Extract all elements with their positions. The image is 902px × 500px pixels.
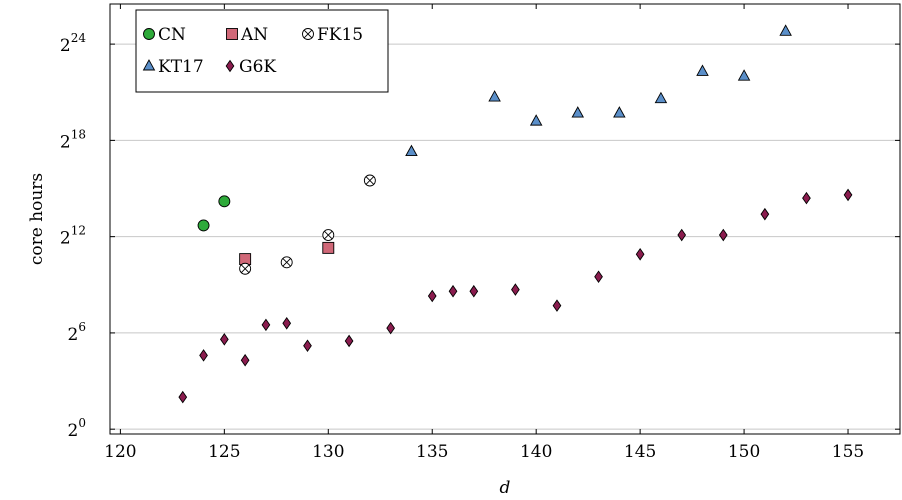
data-point-g6k <box>199 349 208 362</box>
data-point-g6k <box>594 270 603 284</box>
legend-marker-an <box>226 28 238 40</box>
data-point-kt17 <box>737 69 751 81</box>
y-tick-label: 20 <box>68 416 86 441</box>
y-tick-label: 26 <box>68 320 86 345</box>
data-point-fk15 <box>239 262 252 275</box>
data-point-g6k <box>843 188 853 202</box>
legend-marker-fk15 <box>302 28 314 40</box>
data-point-g6k <box>677 228 687 242</box>
y-tick-label: 218 <box>60 127 86 152</box>
data-point-kt17 <box>613 106 626 118</box>
x-tick-label: 140 <box>520 442 552 462</box>
data-point-g6k <box>448 284 458 298</box>
data-point-g6k <box>760 207 770 221</box>
legend-label-an: AN <box>240 25 268 45</box>
y-tick-base: 2 <box>68 325 79 345</box>
data-point-kt17 <box>405 144 418 157</box>
y-tick-exponent: 24 <box>71 31 87 45</box>
series-kt17 <box>405 24 792 157</box>
data-point-g6k <box>718 228 728 242</box>
legend-item-kt17: KT17 <box>142 57 204 77</box>
x-tick-label: 120 <box>104 442 136 462</box>
x-tick-label: 145 <box>624 442 656 462</box>
y-tick-base: 2 <box>68 421 79 441</box>
data-point-fk15 <box>322 229 335 241</box>
legend-label-g6k: G6K <box>239 57 276 77</box>
y-tick-label: 224 <box>60 31 86 56</box>
data-point-g6k <box>427 289 437 303</box>
legend-marker-g6k <box>225 59 235 73</box>
x-tick-label: 155 <box>832 442 864 462</box>
y-tick-exponent: 0 <box>78 416 86 430</box>
data-point-cn <box>197 219 210 232</box>
data-point-g6k <box>178 390 188 404</box>
legend-item-an: AN <box>226 25 268 45</box>
series-fk15 <box>239 174 376 275</box>
data-point-g6k <box>386 321 396 335</box>
data-point-kt17 <box>779 24 792 36</box>
x-axis-label: d <box>500 478 511 498</box>
legend-item-cn: CN <box>143 25 186 45</box>
data-point-kt17 <box>571 106 585 118</box>
legend-item-g6k: G6K <box>225 57 276 77</box>
data-point-cn <box>218 195 231 208</box>
legend-marker-cn <box>143 28 155 40</box>
legend-marker-kt17 <box>142 59 156 71</box>
x-tick-label: 135 <box>416 442 448 462</box>
data-point-g6k <box>469 284 479 298</box>
data-point-g6k <box>635 248 645 261</box>
data-point-g6k <box>511 283 520 296</box>
data-point-kt17 <box>654 91 668 104</box>
grid-lines <box>110 43 900 430</box>
data-points <box>178 24 853 404</box>
data-point-g6k <box>219 333 229 346</box>
data-point-fk15 <box>280 256 293 269</box>
y-tick-exponent: 18 <box>71 127 86 141</box>
data-point-an <box>322 241 335 254</box>
data-point-kt17 <box>696 64 709 76</box>
data-point-g6k <box>261 318 271 332</box>
data-point-g6k <box>344 334 354 348</box>
data-point-g6k <box>802 191 811 205</box>
y-tick-exponent: 6 <box>78 320 86 334</box>
x-tick-label: 125 <box>208 442 240 462</box>
legend-box <box>135 9 389 93</box>
y-tick-base: 2 <box>60 36 71 56</box>
plot-area <box>109 3 901 435</box>
data-point-kt17 <box>529 114 543 126</box>
series-cn <box>197 195 231 232</box>
y-tick-base: 2 <box>60 229 71 249</box>
legend: CN AN FK15 KT17 G6K <box>135 9 389 93</box>
series-g6k <box>178 188 853 404</box>
y-tick-exponent: 12 <box>71 224 86 238</box>
data-point-g6k <box>282 316 292 330</box>
y-axis-label: core hours <box>27 173 47 265</box>
data-point-kt17 <box>488 90 501 102</box>
x-axis: 120 125 130 135 140 145 150 155 <box>104 4 864 462</box>
data-point-g6k <box>240 353 250 367</box>
legend-label-kt17: KT17 <box>158 57 204 77</box>
legend-label-cn: CN <box>158 25 186 45</box>
x-tick-label: 130 <box>312 442 344 462</box>
data-point-fk15 <box>363 174 376 187</box>
data-point-g6k <box>303 339 312 353</box>
y-tick-base: 2 <box>60 132 71 152</box>
data-point-g6k <box>552 299 562 312</box>
legend-item-fk15: FK15 <box>302 25 363 45</box>
legend-label-fk15: FK15 <box>317 25 363 45</box>
y-tick-label: 212 <box>60 224 86 249</box>
x-tick-label: 150 <box>728 442 760 462</box>
